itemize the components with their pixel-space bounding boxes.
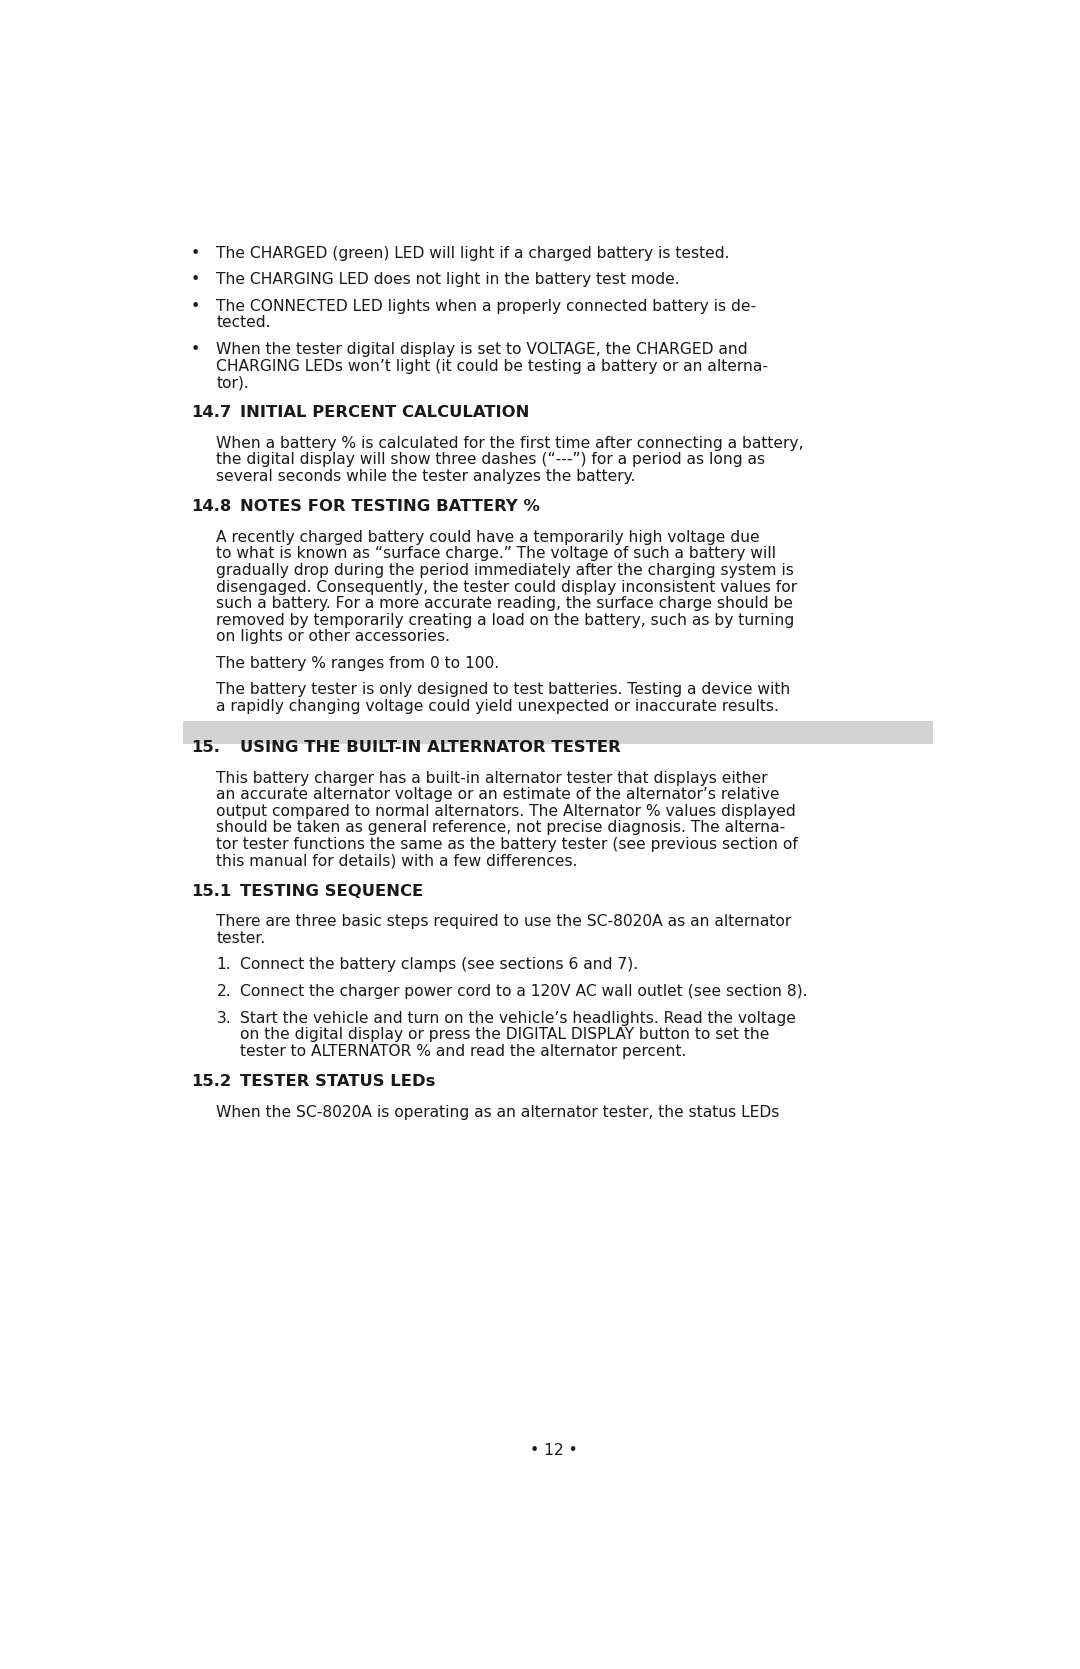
- Text: disengaged. Consequently, the tester could display inconsistent values for: disengaged. Consequently, the tester cou…: [216, 579, 797, 594]
- Text: •: •: [191, 342, 200, 357]
- Text: such a battery. For a more accurate reading, the surface charge should be: such a battery. For a more accurate read…: [216, 596, 794, 611]
- Text: CHARGING LEDs won’t light (it could be testing a battery or an alterna-: CHARGING LEDs won’t light (it could be t…: [216, 359, 768, 374]
- Text: an accurate alternator voltage or an estimate of the alternator’s relative: an accurate alternator voltage or an est…: [216, 788, 780, 803]
- Text: The CONNECTED LED lights when a properly connected battery is de-: The CONNECTED LED lights when a properly…: [216, 299, 756, 314]
- Text: The battery % ranges from 0 to 100.: The battery % ranges from 0 to 100.: [216, 656, 499, 671]
- Text: When the tester digital display is set to VOLTAGE, the CHARGED and: When the tester digital display is set t…: [216, 342, 748, 357]
- Text: The CHARGED (green) LED will light if a charged battery is tested.: The CHARGED (green) LED will light if a …: [216, 245, 730, 260]
- Text: The CHARGING LED does not light in the battery test mode.: The CHARGING LED does not light in the b…: [216, 272, 680, 287]
- Text: output compared to normal alternators. The Alternator % values displayed: output compared to normal alternators. T…: [216, 804, 796, 819]
- Text: INITIAL PERCENT CALCULATION: INITIAL PERCENT CALCULATION: [240, 406, 529, 421]
- Text: tester to ALTERNATOR % and read the alternator percent.: tester to ALTERNATOR % and read the alte…: [240, 1043, 686, 1058]
- Text: When the SC-8020A is operating as an alternator tester, the status LEDs: When the SC-8020A is operating as an alt…: [216, 1105, 780, 1120]
- Text: tester.: tester.: [216, 931, 266, 946]
- Text: tor tester functions the same as the battery tester (see previous section of: tor tester functions the same as the bat…: [216, 836, 798, 851]
- Text: several seconds while the tester analyzes the battery.: several seconds while the tester analyze…: [216, 469, 636, 484]
- Text: tor).: tor).: [216, 376, 249, 391]
- Text: 15.2: 15.2: [191, 1075, 231, 1090]
- Text: Connect the charger power cord to a 120V AC wall outlet (see section 8).: Connect the charger power cord to a 120V…: [240, 985, 807, 1000]
- Text: to what is known as “surface charge.” The voltage of such a battery will: to what is known as “surface charge.” Th…: [216, 546, 777, 561]
- Text: A recently charged battery could have a temporarily high voltage due: A recently charged battery could have a …: [216, 529, 760, 544]
- Text: should be taken as general reference, not precise diagnosis. The alterna-: should be taken as general reference, no…: [216, 821, 785, 836]
- Text: Connect the battery clamps (see sections 6 and 7).: Connect the battery clamps (see sections…: [240, 958, 638, 973]
- Text: • 12 •: • 12 •: [529, 1444, 578, 1459]
- Bar: [183, 721, 933, 744]
- Text: 14.7: 14.7: [191, 406, 231, 421]
- Text: •: •: [191, 245, 200, 260]
- Text: Start the vehicle and turn on the vehicle’s headlights. Read the voltage: Start the vehicle and turn on the vehicl…: [240, 1011, 796, 1026]
- Text: a rapidly changing voltage could yield unexpected or inaccurate results.: a rapidly changing voltage could yield u…: [216, 699, 780, 714]
- Text: removed by temporarily creating a load on the battery, such as by turning: removed by temporarily creating a load o…: [216, 613, 795, 628]
- Text: •: •: [191, 272, 200, 287]
- Text: 14.8: 14.8: [191, 499, 231, 514]
- Text: This battery charger has a built-in alternator tester that displays either: This battery charger has a built-in alte…: [216, 771, 768, 786]
- Text: TESTER STATUS LEDs: TESTER STATUS LEDs: [240, 1075, 435, 1090]
- Text: •: •: [191, 299, 200, 314]
- Text: 15.: 15.: [191, 741, 219, 756]
- Text: 2.: 2.: [216, 985, 231, 1000]
- Text: on the digital display or press the DIGITAL DISPLAY button to set the: on the digital display or press the DIGI…: [240, 1026, 769, 1041]
- Text: The battery tester is only designed to test batteries. Testing a device with: The battery tester is only designed to t…: [216, 683, 791, 698]
- Text: There are three basic steps required to use the SC-8020A as an alternator: There are three basic steps required to …: [216, 915, 792, 930]
- Text: 3.: 3.: [216, 1011, 231, 1026]
- Text: this manual for details) with a few differences.: this manual for details) with a few diff…: [216, 853, 578, 868]
- Text: on lights or other accessories.: on lights or other accessories.: [216, 629, 450, 644]
- Text: 1.: 1.: [216, 958, 231, 973]
- Text: NOTES FOR TESTING BATTERY %: NOTES FOR TESTING BATTERY %: [240, 499, 540, 514]
- Text: USING THE BUILT-IN ALTERNATOR TESTER: USING THE BUILT-IN ALTERNATOR TESTER: [240, 741, 620, 756]
- Text: gradually drop during the period immediately after the charging system is: gradually drop during the period immedia…: [216, 562, 794, 577]
- Text: TESTING SEQUENCE: TESTING SEQUENCE: [240, 885, 423, 900]
- Text: tected.: tected.: [216, 315, 271, 330]
- Text: the digital display will show three dashes (“---”) for a period as long as: the digital display will show three dash…: [216, 452, 766, 467]
- Text: 15.1: 15.1: [191, 885, 231, 900]
- Text: When a battery % is calculated for the first time after connecting a battery,: When a battery % is calculated for the f…: [216, 436, 804, 451]
